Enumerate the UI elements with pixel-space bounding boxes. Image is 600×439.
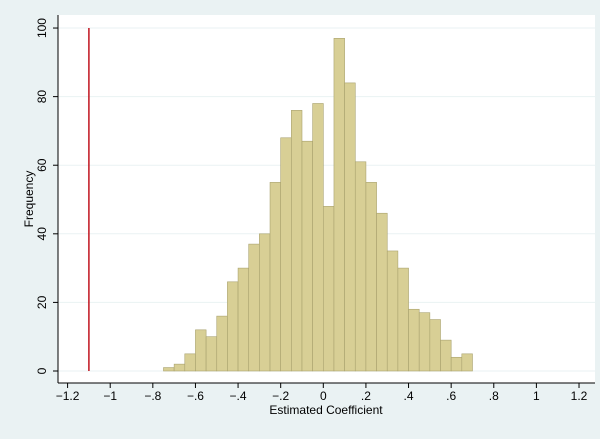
bar xyxy=(397,267,409,372)
y-axis-label: Frequency xyxy=(22,171,36,228)
bar xyxy=(227,281,239,372)
bar xyxy=(344,82,356,372)
bar xyxy=(269,182,281,372)
bar xyxy=(291,110,303,372)
x-tick-label: .4 xyxy=(404,389,414,403)
x-tick-label: 1.2 xyxy=(571,389,588,403)
bar xyxy=(365,182,377,372)
bar xyxy=(216,315,228,372)
x-tick-label: −.6 xyxy=(187,389,204,403)
bar xyxy=(408,308,420,372)
bar xyxy=(418,312,431,372)
bar xyxy=(312,103,324,372)
bar xyxy=(173,363,186,372)
x-tick-label: −1.2 xyxy=(56,389,80,403)
y-tick-label: 20 xyxy=(35,295,49,309)
bar xyxy=(333,38,345,372)
x-tick-label: 1 xyxy=(533,389,540,403)
bar xyxy=(354,161,367,372)
y-tick-label: 60 xyxy=(35,158,49,172)
x-tick-label: −.4 xyxy=(230,389,247,403)
bar xyxy=(301,140,313,372)
x-tick-label: .8 xyxy=(489,389,499,403)
bar xyxy=(280,137,292,372)
x-tick-label: −1 xyxy=(103,389,117,403)
bar xyxy=(195,329,207,372)
x-tick-label: .6 xyxy=(446,389,456,403)
bar xyxy=(440,339,452,372)
x-tick-label: −.2 xyxy=(272,389,289,403)
bar xyxy=(323,206,335,372)
y-tick-label: 0 xyxy=(35,367,49,374)
y-tick-label: 100 xyxy=(35,18,49,38)
bar xyxy=(450,356,463,372)
x-axis-label: Estimated Coefficient xyxy=(269,403,383,417)
x-tick-label: .2 xyxy=(361,389,371,403)
x-tick-label: 0 xyxy=(320,389,327,403)
y-tick-label: 80 xyxy=(35,90,49,104)
bar xyxy=(376,212,388,372)
y-tick-label: 40 xyxy=(35,227,49,241)
bar xyxy=(163,367,175,372)
bar xyxy=(461,353,473,372)
x-tick-label: −.8 xyxy=(144,389,161,403)
bar xyxy=(259,233,271,372)
bar xyxy=(386,250,399,372)
bar xyxy=(237,267,250,372)
bar xyxy=(248,243,260,372)
bar xyxy=(205,336,218,372)
bar xyxy=(429,319,441,372)
bar xyxy=(184,353,196,372)
